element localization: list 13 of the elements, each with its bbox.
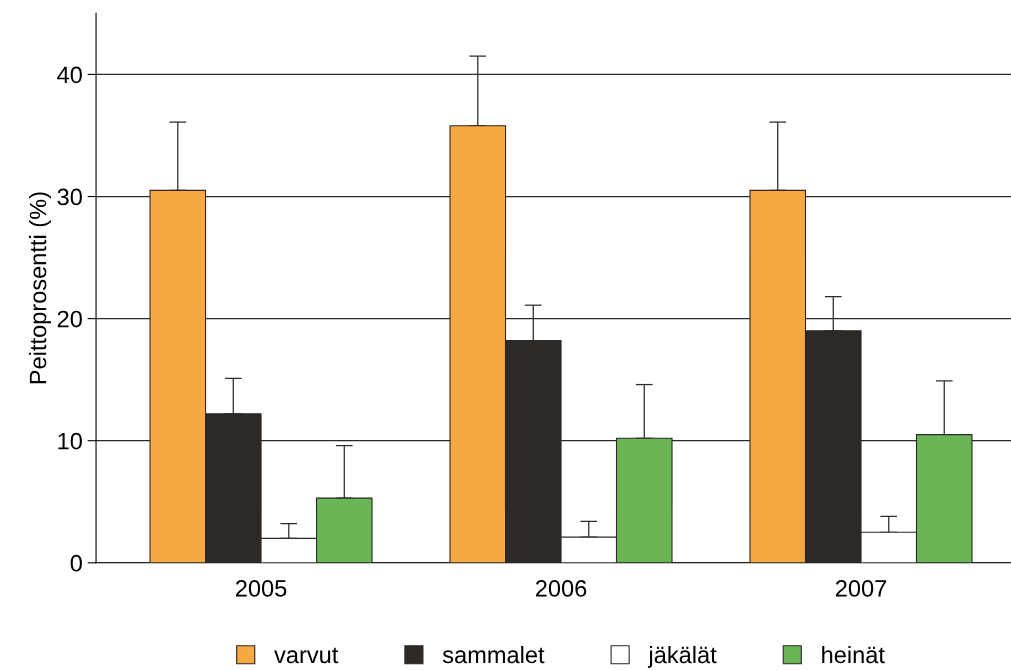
y-tick-label: 10 <box>58 432 82 450</box>
y-tick-label: 0 <box>70 554 82 572</box>
legend-label: heinät <box>822 645 885 664</box>
legend-label: jäkälät <box>647 645 717 668</box>
y-axis-title: Peittoprosentti (%) <box>29 192 52 384</box>
legend-label: sammalet <box>442 645 545 664</box>
y-tick-label: 20 <box>57 310 82 328</box>
y-tick-label: 40 <box>57 66 82 84</box>
y-tick-label: 30 <box>57 188 82 206</box>
x-tick-label: 2005 <box>235 580 287 597</box>
x-tick-label: 2006 <box>535 580 587 597</box>
legend-label: varvut <box>274 647 339 664</box>
x-tick-label: 2007 <box>835 580 887 597</box>
